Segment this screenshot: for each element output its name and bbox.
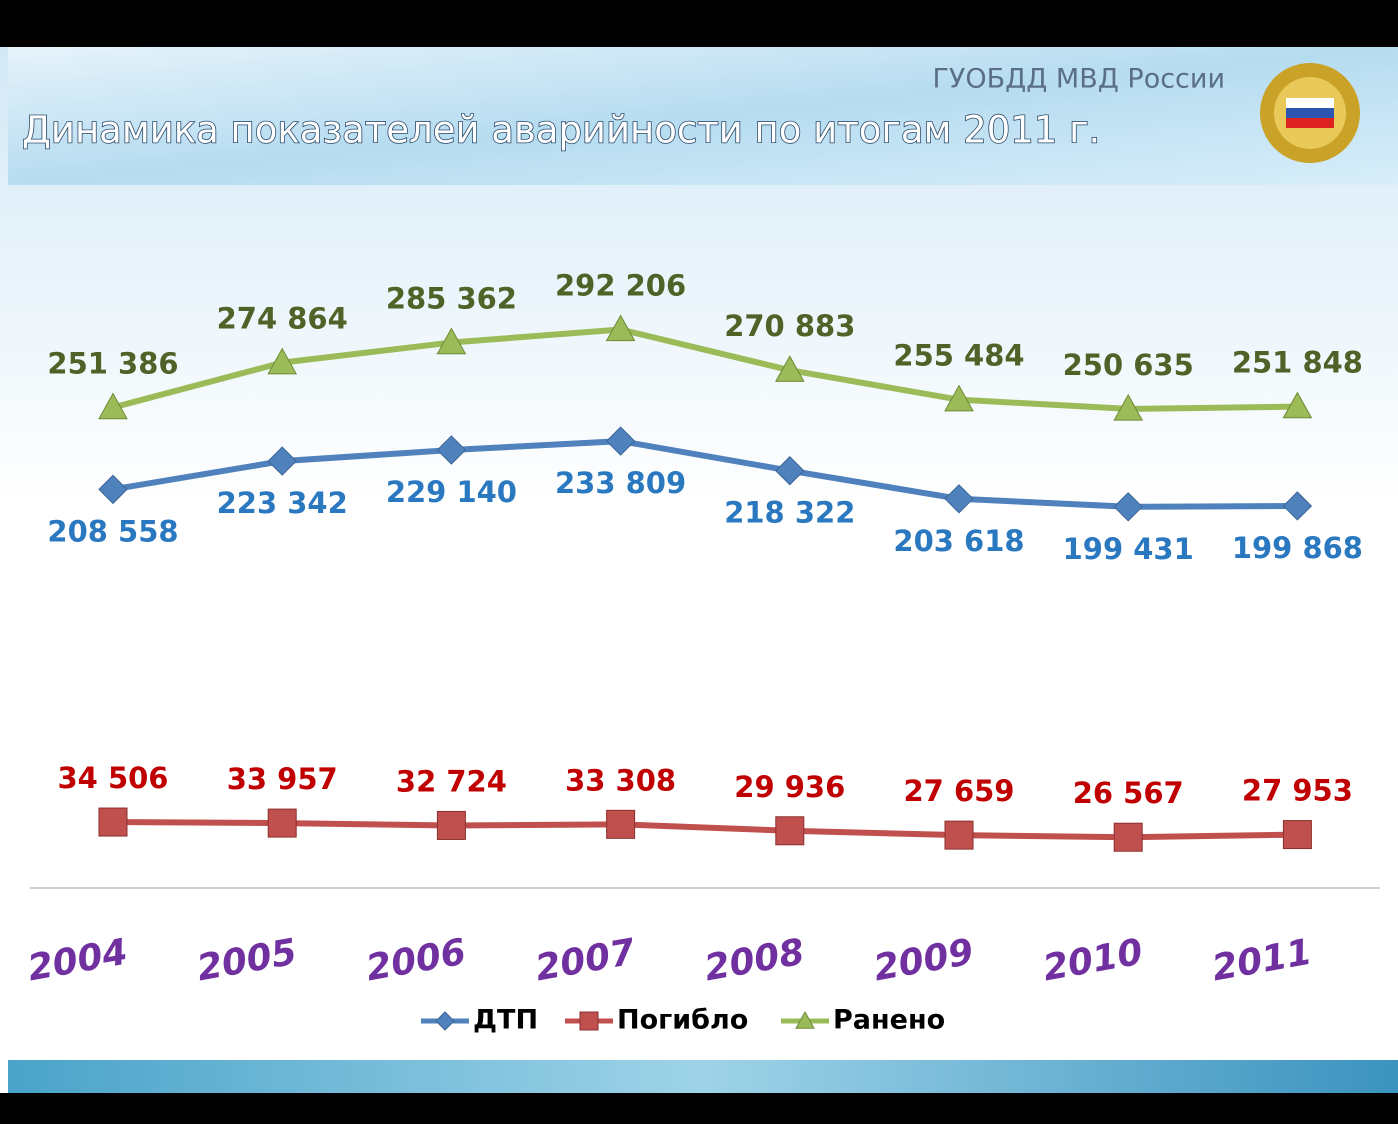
data-label: 208 558	[47, 514, 178, 548]
marker-triangle	[436, 327, 467, 355]
marker-square	[1113, 822, 1143, 852]
marker-triangle	[944, 384, 974, 412]
data-label: 29 936	[734, 770, 845, 804]
data-label: 33 957	[227, 762, 338, 796]
emblem	[1260, 63, 1360, 163]
marker-diamond	[1282, 491, 1313, 521]
data-label: 27 659	[904, 774, 1015, 808]
marker-triangle	[605, 314, 636, 342]
legend-label: ДТП	[473, 1005, 538, 1036]
legend-item: Ранено	[781, 1005, 945, 1036]
marker-diamond	[435, 1011, 455, 1031]
marker-square	[1282, 820, 1312, 850]
data-label: 34 506	[58, 761, 169, 795]
footer-band	[8, 1060, 1398, 1093]
marker-diamond	[944, 484, 974, 514]
marker-triangle	[774, 355, 805, 382]
data-label: 203 618	[893, 524, 1024, 558]
marker-square	[267, 808, 297, 838]
marker-diamond	[605, 426, 636, 456]
data-label: 233 809	[555, 466, 686, 500]
marker-triangle	[267, 347, 298, 375]
data-label: 285 362	[386, 282, 517, 316]
marker-square	[579, 1011, 599, 1031]
data-label: 274 864	[217, 302, 348, 336]
legend-item: ДТП	[421, 1005, 538, 1036]
header-band	[8, 47, 1398, 185]
marker-triangle	[1113, 393, 1144, 421]
data-label: 27 953	[1242, 774, 1353, 808]
marker-triangle	[795, 1010, 815, 1029]
marker-diamond	[436, 435, 467, 465]
organization: ГУОБДД МВД России	[932, 64, 1225, 95]
bottom-bar	[0, 1093, 1398, 1124]
marker-square	[606, 809, 636, 839]
data-label: 251 386	[47, 346, 178, 380]
marker-triangle	[1282, 391, 1313, 419]
legend-item: Погибло	[565, 1005, 748, 1036]
legend-label: Погибло	[617, 1005, 748, 1036]
data-label: 199 431	[1063, 532, 1194, 566]
data-label: 218 322	[724, 496, 855, 530]
series-line	[112, 819, 1298, 841]
data-label: 223 342	[217, 486, 348, 520]
data-label: 199 868	[1232, 531, 1363, 565]
data-label: 33 308	[565, 763, 676, 797]
marker-square	[436, 810, 466, 840]
data-label: 251 848	[1232, 346, 1363, 380]
data-label: 32 724	[396, 764, 507, 798]
series-line	[112, 438, 1298, 510]
data-label: 26 567	[1073, 776, 1184, 810]
marker-diamond	[1113, 492, 1143, 522]
chart-title: Динамика показателей аварийности по итог…	[22, 109, 1100, 152]
marker-diamond	[267, 446, 297, 476]
data-label: 255 484	[893, 339, 1024, 373]
marker-diamond	[775, 455, 805, 486]
marker-square	[944, 820, 974, 850]
data-label: 250 635	[1063, 348, 1194, 382]
marker-square	[775, 816, 805, 846]
marker-square	[98, 807, 128, 837]
series-line	[112, 326, 1298, 412]
data-label: 292 206	[555, 268, 686, 302]
data-label: 229 140	[386, 475, 517, 509]
top-bar	[0, 0, 1398, 47]
marker-diamond	[98, 474, 128, 505]
data-label: 270 883	[724, 309, 855, 343]
legend-label: Ранено	[833, 1005, 945, 1036]
marker-triangle	[98, 392, 128, 420]
